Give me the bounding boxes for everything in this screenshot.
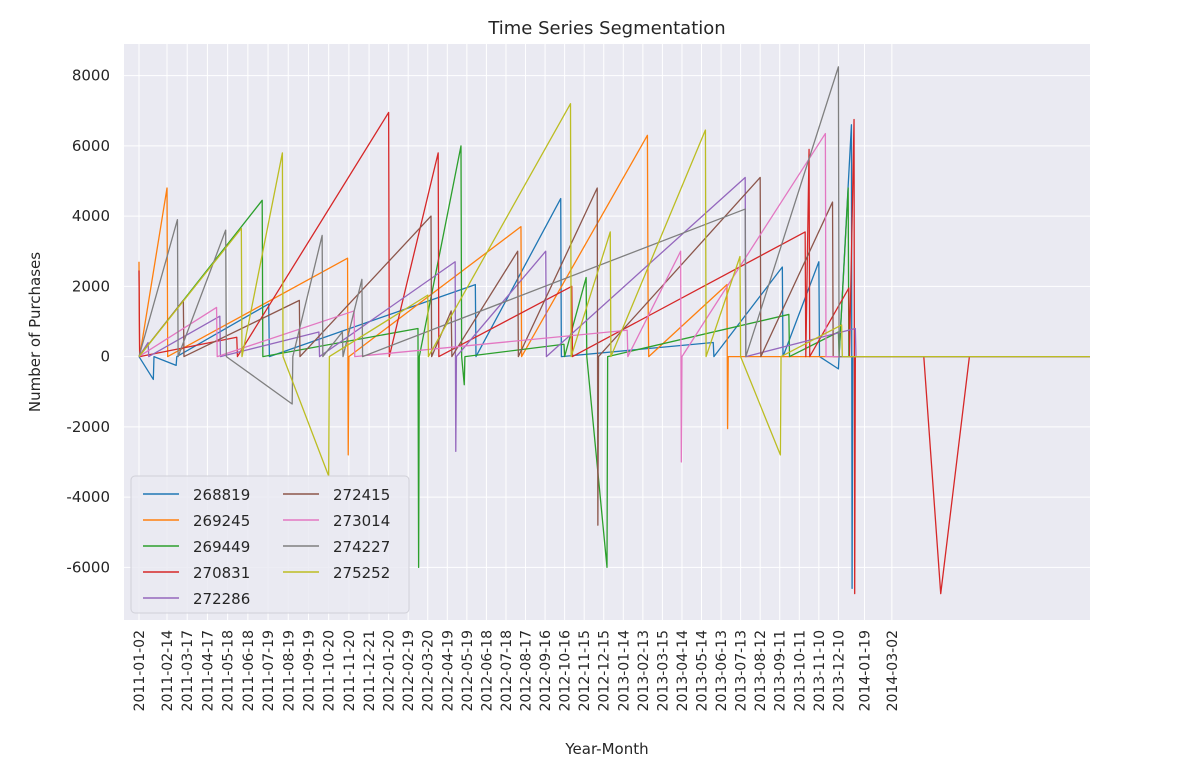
- x-tick-label: 2013-11-10: [812, 630, 828, 711]
- x-tick-label: 2012-09-16: [538, 630, 554, 711]
- x-axis-ticks: 2011-01-02 2011-02-14 2011-03-17 2011-04-17…: [132, 630, 901, 711]
- x-tick-label: 2013-03-15: [655, 630, 671, 711]
- y-axis-label: Number of Purchases: [26, 252, 44, 412]
- x-tick-label: 2011-04-17: [200, 630, 216, 711]
- series-line-269245: [138, 134, 1090, 456]
- x-tick-label: 2013-12-10: [831, 630, 847, 711]
- x-tick-label: 2011-10-20: [322, 630, 338, 711]
- x-tick-label: 2012-10-16: [558, 630, 574, 711]
- x-tick-label: 2014-03-02: [885, 630, 901, 711]
- x-tick-label: 2011-06-18: [241, 630, 257, 711]
- y-axis-ticks: -6000 -4000 -2000 0 2000 4000 6000 8000: [66, 67, 110, 577]
- x-tick-label: 2012-03-20: [421, 630, 437, 711]
- legend-label: 275252: [333, 564, 390, 582]
- series-line-273014: [138, 132, 1090, 463]
- legend-label: 270831: [193, 564, 250, 582]
- x-tick-label: 2013-09-11: [773, 630, 789, 711]
- x-axis-label: Year-Month: [564, 740, 648, 758]
- x-tick-label: 2011-07-19: [261, 630, 277, 711]
- x-tick-label: 2012-08-17: [519, 630, 535, 711]
- y-tick-label: 0: [100, 348, 110, 366]
- series-line-272415: [138, 176, 1090, 526]
- series-layer: [138, 66, 1090, 595]
- x-tick-label: 2011-08-19: [281, 630, 297, 711]
- x-tick-label: 2013-05-14: [695, 630, 711, 711]
- x-tick-label: 2011-09-19: [301, 630, 317, 711]
- x-tick-label: 2012-12-15: [597, 630, 613, 711]
- y-tick-label: 8000: [72, 67, 110, 85]
- x-tick-label: 2011-01-02: [132, 630, 148, 711]
- series-line-272286: [138, 176, 1090, 453]
- x-tick-label: 2013-10-11: [792, 630, 808, 711]
- x-tick-label: 2012-07-18: [499, 630, 515, 711]
- x-tick-label: 2014-01-19: [857, 630, 873, 711]
- x-tick-label: 2012-02-19: [401, 630, 417, 711]
- legend-label: 273014: [333, 512, 390, 530]
- legend-label: 269245: [193, 512, 250, 530]
- y-tick-label: -6000: [66, 558, 110, 576]
- x-tick-label: 2011-11-20: [342, 630, 358, 711]
- legend: 268819 269245 269449 270831 272286 272415 2730…: [130, 475, 410, 614]
- legend-label: 274227: [333, 538, 390, 556]
- y-tick-label: 4000: [72, 207, 110, 225]
- y-tick-label: -2000: [66, 418, 110, 436]
- x-tick-label: 2013-02-13: [636, 630, 652, 711]
- x-tick-label: 2011-03-17: [180, 630, 196, 711]
- legend-box: [130, 475, 410, 614]
- x-tick-label: 2011-05-18: [221, 630, 237, 711]
- legend-label: 272286: [193, 590, 250, 608]
- x-tick-label: 2013-08-12: [753, 630, 769, 711]
- x-tick-label: 2013-01-14: [616, 630, 632, 711]
- x-tick-label: 2012-11-15: [577, 630, 593, 711]
- series-line-274227: [138, 66, 1090, 405]
- y-tick-label: 2000: [72, 277, 110, 295]
- x-tick-label: 2012-05-19: [460, 630, 476, 711]
- x-tick-label: 2012-01-20: [382, 630, 398, 711]
- series-line-275252: [138, 103, 1090, 477]
- x-tick-label: 2013-06-13: [714, 630, 730, 711]
- y-tick-label: -4000: [66, 488, 110, 506]
- legend-label: 269449: [193, 538, 250, 556]
- chart-title: Time Series Segmentation: [487, 18, 725, 39]
- x-tick-label: 2011-12-21: [362, 630, 378, 711]
- x-tick-label: 2011-02-14: [160, 630, 176, 711]
- y-tick-label: 6000: [72, 137, 110, 155]
- legend-label: 268819: [193, 486, 250, 504]
- x-tick-label: 2013-04-14: [675, 630, 691, 711]
- x-tick-label: 2012-04-19: [440, 630, 456, 711]
- x-tick-label: 2013-07-13: [734, 630, 750, 711]
- legend-label: 272415: [333, 486, 390, 504]
- x-tick-label: 2012-06-18: [479, 630, 495, 711]
